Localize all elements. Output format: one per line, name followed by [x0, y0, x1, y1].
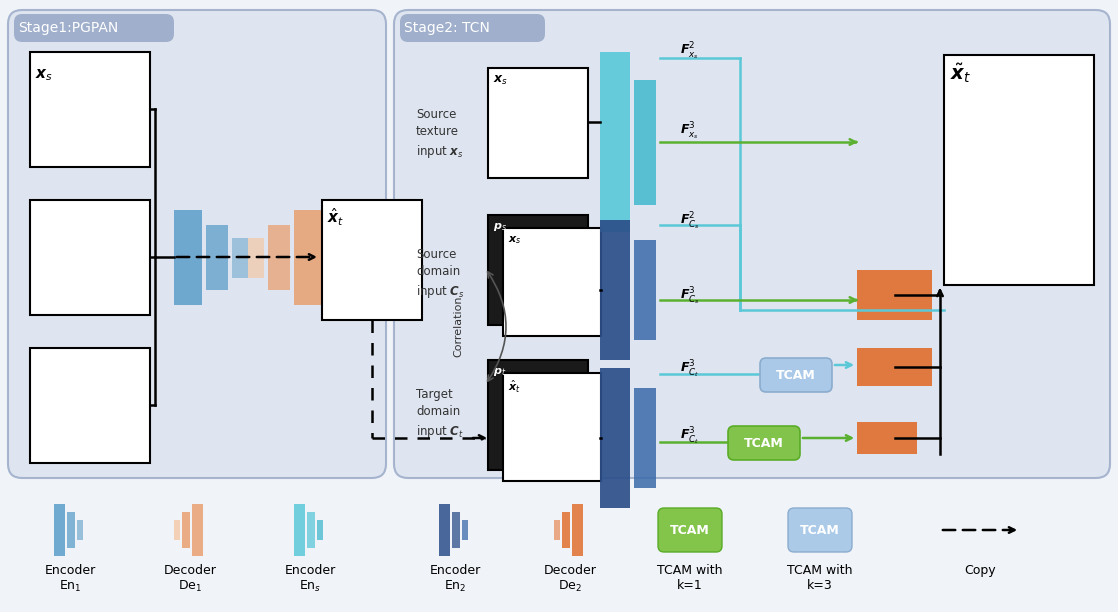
- Text: $\boldsymbol{F}^3_{C_t}$: $\boldsymbol{F}^3_{C_t}$: [680, 358, 700, 379]
- Text: $\boldsymbol{F}^3_{x_s}$: $\boldsymbol{F}^3_{x_s}$: [680, 120, 699, 141]
- Bar: [503, 228, 601, 336]
- Bar: [487, 360, 588, 470]
- FancyBboxPatch shape: [394, 10, 1110, 478]
- Text: Stage2: TCN: Stage2: TCN: [404, 21, 490, 35]
- Bar: [487, 215, 588, 325]
- Text: TCAM: TCAM: [800, 523, 840, 537]
- Bar: [487, 68, 588, 178]
- Text: $\hat{\boldsymbol{x}}_t$: $\hat{\boldsymbol{x}}_t$: [508, 379, 521, 395]
- Text: TCAM: TCAM: [776, 368, 816, 381]
- Bar: [54, 504, 65, 556]
- Text: $\boldsymbol{p}_t$: $\boldsymbol{p}_t$: [35, 363, 53, 379]
- Text: $\tilde{\boldsymbol{x}}_t$: $\tilde{\boldsymbol{x}}_t$: [950, 62, 972, 86]
- Text: Correlation: Correlation: [453, 295, 463, 357]
- Bar: [439, 504, 451, 556]
- Bar: [34, 70, 146, 164]
- FancyBboxPatch shape: [728, 426, 800, 460]
- Text: $\boldsymbol{p}_t$: $\boldsymbol{p}_t$: [493, 366, 506, 378]
- Text: Copy: Copy: [964, 564, 996, 577]
- Bar: [325, 210, 419, 317]
- Text: TCAM with
k=3: TCAM with k=3: [787, 564, 853, 592]
- FancyBboxPatch shape: [15, 14, 174, 42]
- Text: TCAM: TCAM: [670, 523, 710, 537]
- Bar: [462, 520, 468, 540]
- Bar: [491, 71, 585, 175]
- Text: $\boldsymbol{p}_s$: $\boldsymbol{p}_s$: [35, 215, 54, 231]
- Bar: [572, 504, 582, 556]
- Text: TCAM with
k=1: TCAM with k=1: [657, 564, 722, 592]
- Bar: [452, 512, 459, 548]
- Bar: [600, 52, 631, 232]
- Text: $\boldsymbol{x}_s$: $\boldsymbol{x}_s$: [35, 67, 53, 83]
- Text: Source
domain
input $\boldsymbol{C}_s$: Source domain input $\boldsymbol{C}_s$: [416, 248, 465, 300]
- Bar: [858, 348, 932, 386]
- Bar: [307, 512, 315, 548]
- FancyBboxPatch shape: [788, 508, 852, 552]
- Bar: [634, 388, 656, 488]
- Bar: [174, 520, 180, 540]
- Bar: [30, 348, 150, 463]
- Text: Encoder
$\mathrm{En}_1$: Encoder $\mathrm{En}_1$: [45, 564, 96, 594]
- Bar: [858, 270, 932, 320]
- Bar: [174, 210, 202, 305]
- FancyBboxPatch shape: [400, 14, 544, 42]
- Bar: [67, 512, 75, 548]
- Bar: [600, 220, 631, 360]
- Text: TCAM: TCAM: [745, 436, 784, 449]
- Bar: [77, 520, 83, 540]
- Bar: [506, 376, 598, 478]
- Bar: [555, 520, 560, 540]
- Bar: [248, 238, 264, 278]
- Bar: [948, 70, 1090, 282]
- Text: $\boldsymbol{x}_s$: $\boldsymbol{x}_s$: [508, 234, 522, 246]
- Bar: [294, 210, 322, 305]
- Bar: [322, 200, 421, 320]
- Bar: [562, 512, 570, 548]
- Bar: [268, 225, 290, 290]
- Bar: [233, 238, 248, 278]
- Bar: [182, 512, 190, 548]
- Bar: [30, 52, 150, 167]
- Text: $\boldsymbol{F}^2_{x_s}$: $\boldsymbol{F}^2_{x_s}$: [680, 40, 699, 62]
- Text: Decoder
$\mathrm{De}_2$: Decoder $\mathrm{De}_2$: [543, 564, 596, 594]
- FancyBboxPatch shape: [760, 358, 832, 392]
- Bar: [944, 55, 1095, 285]
- Text: $\boldsymbol{F}^3_{C_t}$: $\boldsymbol{F}^3_{C_t}$: [680, 425, 700, 447]
- Text: Target
domain
input $\boldsymbol{C}_t$: Target domain input $\boldsymbol{C}_t$: [416, 388, 464, 440]
- Bar: [600, 368, 631, 508]
- Bar: [634, 80, 656, 205]
- Bar: [34, 351, 146, 460]
- Bar: [858, 422, 917, 454]
- Text: Stage1:PGPAN: Stage1:PGPAN: [18, 21, 119, 35]
- Bar: [634, 240, 656, 340]
- Bar: [34, 203, 146, 312]
- FancyBboxPatch shape: [8, 10, 386, 478]
- FancyBboxPatch shape: [659, 508, 722, 552]
- Bar: [503, 373, 601, 481]
- Text: $\boldsymbol{F}^3_{C_s}$: $\boldsymbol{F}^3_{C_s}$: [680, 285, 700, 307]
- Text: $\boldsymbol{x}_s$: $\boldsymbol{x}_s$: [493, 74, 508, 87]
- Text: Encoder
$\mathrm{En}_s$: Encoder $\mathrm{En}_s$: [284, 564, 335, 594]
- Text: Decoder
$\mathrm{De}_1$: Decoder $\mathrm{De}_1$: [163, 564, 217, 594]
- Bar: [506, 231, 598, 333]
- Text: $\hat{\boldsymbol{x}}_t$: $\hat{\boldsymbol{x}}_t$: [326, 206, 344, 228]
- Text: $\boldsymbol{F}^2_{C_s}$: $\boldsymbol{F}^2_{C_s}$: [680, 210, 700, 231]
- Bar: [318, 520, 323, 540]
- Bar: [294, 504, 305, 556]
- Bar: [192, 504, 203, 556]
- Bar: [30, 200, 150, 315]
- Text: $\boldsymbol{p}_s$: $\boldsymbol{p}_s$: [493, 221, 508, 233]
- Bar: [206, 225, 228, 290]
- Text: Source
texture
input $\boldsymbol{x}_s$: Source texture input $\boldsymbol{x}_s$: [416, 108, 464, 160]
- Text: Encoder
$\mathrm{En}_2$: Encoder $\mathrm{En}_2$: [429, 564, 481, 594]
